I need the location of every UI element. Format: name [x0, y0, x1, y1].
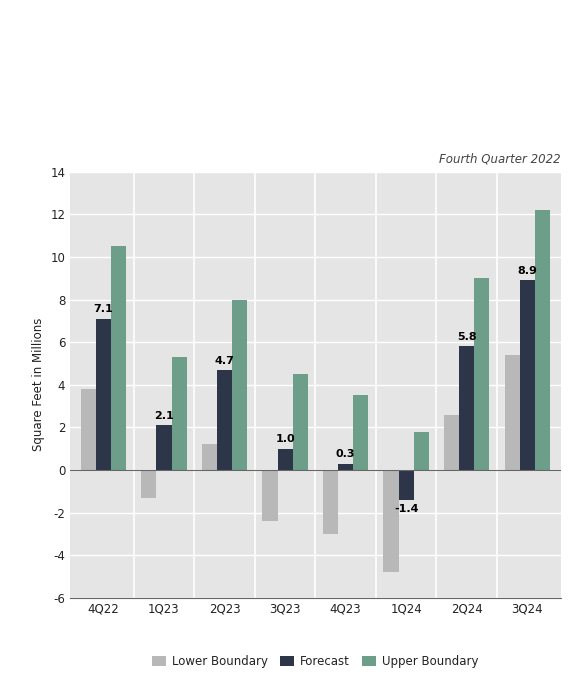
Text: 8.9: 8.9: [517, 266, 537, 276]
Bar: [338, 464, 353, 470]
Text: 2.1: 2.1: [154, 411, 174, 421]
Bar: [505, 355, 520, 470]
Bar: [323, 470, 338, 534]
Text: 7.1: 7.1: [93, 304, 113, 315]
Legend: Lower Boundary, Forecast, Upper Boundary: Lower Boundary, Forecast, Upper Boundary: [148, 651, 483, 673]
Bar: [277, 449, 293, 470]
Bar: [262, 470, 277, 521]
Bar: [384, 470, 399, 572]
Bar: [157, 425, 172, 470]
Bar: [293, 374, 308, 470]
Text: 0.3: 0.3: [336, 449, 356, 459]
Text: -1.4: -1.4: [394, 504, 419, 514]
Text: The NAIOP Office Space Demand Forecast: The NAIOP Office Space Demand Forecast: [23, 43, 466, 61]
Text: 4.7: 4.7: [214, 356, 234, 365]
Bar: [353, 395, 369, 470]
Bar: [172, 357, 187, 470]
Bar: [414, 431, 429, 470]
Bar: [535, 210, 550, 470]
Text: Fourth Quarter 2022: Fourth Quarter 2022: [439, 153, 561, 166]
Bar: [520, 280, 535, 470]
Bar: [459, 346, 474, 470]
Bar: [141, 470, 157, 497]
Text: 1.0: 1.0: [275, 434, 295, 444]
Bar: [474, 278, 489, 470]
Text: 5.8: 5.8: [457, 332, 477, 342]
Bar: [202, 444, 217, 470]
Bar: [111, 246, 126, 470]
Y-axis label: Square Feet in Millions: Square Feet in Millions: [32, 318, 44, 451]
Bar: [399, 470, 414, 499]
Bar: [217, 370, 232, 470]
Text: U.S. Markets, Quarterly Net Absorption: U.S. Markets, Quarterly Net Absorption: [23, 106, 309, 121]
Text: FIGURE 1: FIGURE 1: [23, 12, 72, 22]
Bar: [81, 389, 96, 470]
Bar: [96, 319, 111, 470]
Bar: [444, 414, 459, 470]
Bar: [232, 300, 247, 470]
